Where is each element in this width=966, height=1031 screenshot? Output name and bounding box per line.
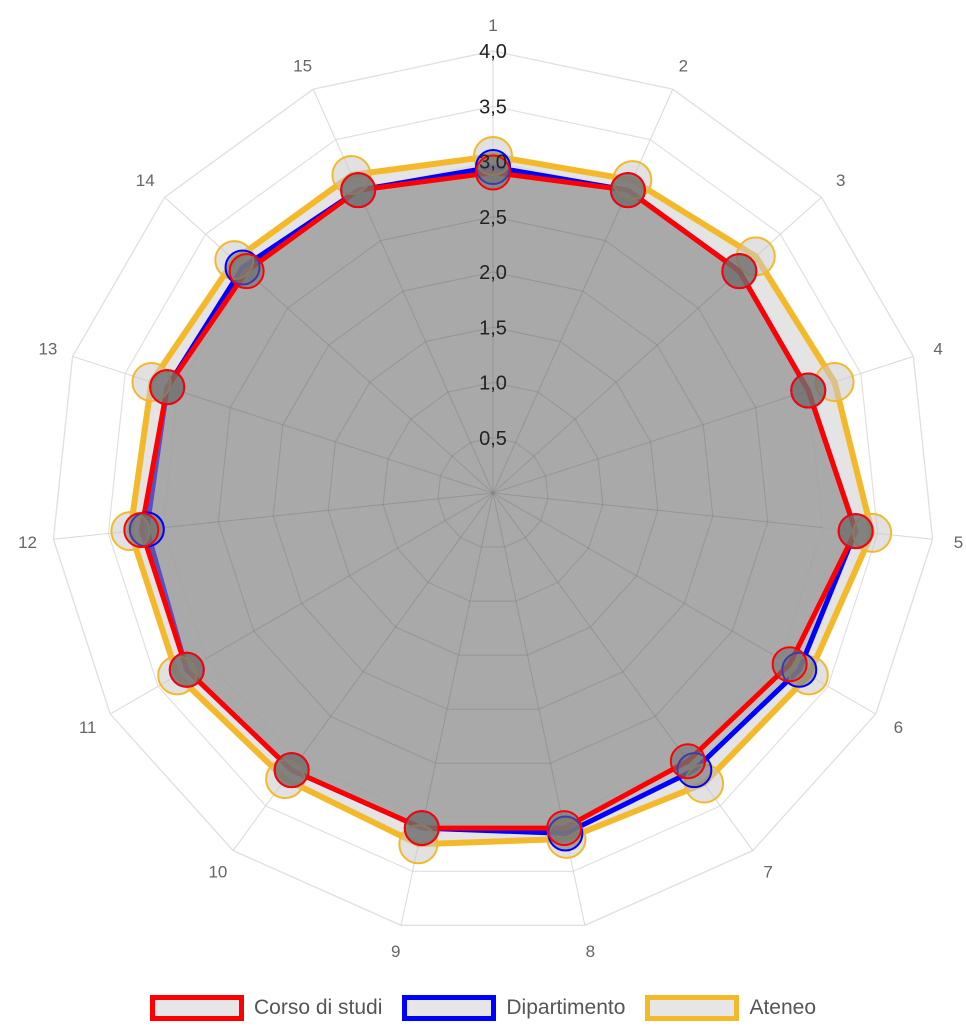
point-corso-di-studi [123,511,160,548]
inner-spoke [492,189,629,494]
radar-svg: 0,51,01,52,02,53,03,54,0 123456789101112… [18,16,963,961]
point-corso-di-studi [837,513,874,550]
category-label: 9 [391,942,400,961]
category-label: 14 [136,171,155,190]
legend-item-corso-di-studi[interactable]: Corso di studi [149,995,383,1021]
inner-spoke [177,390,494,494]
series-layer [110,135,893,865]
category-label: 15 [293,56,312,75]
tick-label: 0,5 [479,428,507,450]
legend: Corso di studi Dipartimento Ateneo [0,988,966,1028]
inner-spoke [163,492,494,529]
tick-label: 3,5 [479,96,507,118]
grid-ring [52,50,934,926]
tick-label: 1,0 [479,373,507,395]
inner-spoke [357,189,494,494]
inner-ring [272,271,714,710]
legend-item-dipartimento[interactable]: Dipartimento [402,995,625,1021]
inner-ring [382,381,604,602]
inner-spoke [205,492,494,660]
point-corso-di-studi [168,651,205,688]
category-label: 1 [488,16,497,35]
point-corso-di-studi [771,646,808,683]
radar-chart: 0,5 1,0 1,5 2,0 2,5 3,0 3,5 4,0 1 2 3 4 5 6 7 8 9 10 11 12… [18,16,963,961]
inner-spoke [492,492,563,818]
tick-label: 2,0 [479,262,507,284]
category-label: 4 [933,339,942,358]
category-label: 11 [79,718,97,737]
point-corso-di-studi [149,369,186,406]
legend-swatch [402,995,497,1021]
point-corso-di-studi [273,752,310,789]
point-corso-di-studi [790,372,827,409]
legend-swatch [645,995,740,1021]
inner-spoke [492,492,823,529]
point-corso-di-studi [340,172,377,209]
point-corso-di-studi [475,154,511,191]
series-area-corso-di-studi [138,170,859,831]
grid-ring [107,105,879,872]
point-corso-di-studi [721,253,758,290]
inner-spoke [492,270,740,494]
tick-labels: 0,5 1,0 1,5 2,0 2,5 3,0 3,5 4,0 [479,41,507,450]
category-label: 2 [679,56,688,75]
legend-item-ateneo[interactable]: Ateneo [645,995,816,1021]
tick-label: 4,0 [479,41,507,63]
legend-swatch [149,995,244,1021]
point-corso-di-studi [403,810,440,847]
legend-label: Corso di studi [253,996,383,1019]
inner-ring [327,326,659,656]
inner-ring [217,216,769,764]
point-corso-di-studi [609,172,646,209]
legend-label: Ateneo [749,996,816,1019]
inner-spoke [297,492,494,762]
inner-spoke [246,270,494,494]
tick-label: 1,5 [479,317,507,339]
point-corso-di-studi [228,253,265,290]
category-label: 5 [954,533,963,552]
category-label: 10 [208,863,227,882]
category-label: 12 [18,533,37,552]
inner-spoke [492,492,781,660]
inner-spoke [492,492,689,762]
legend-label: Dipartimento [506,996,626,1019]
tick-label: 3,0 [479,152,507,174]
point-corso-di-studi [546,810,583,847]
inner-ring [437,437,549,548]
category-label: 3 [836,171,845,190]
category-label: 8 [586,942,595,961]
tick-label: 2,5 [479,207,507,229]
inner-spoke [492,390,809,494]
inner-spoke [423,492,494,818]
category-label: 13 [38,339,57,358]
point-corso-di-studi [669,743,706,780]
category-label: 7 [763,863,772,882]
category-label: 6 [894,718,903,737]
